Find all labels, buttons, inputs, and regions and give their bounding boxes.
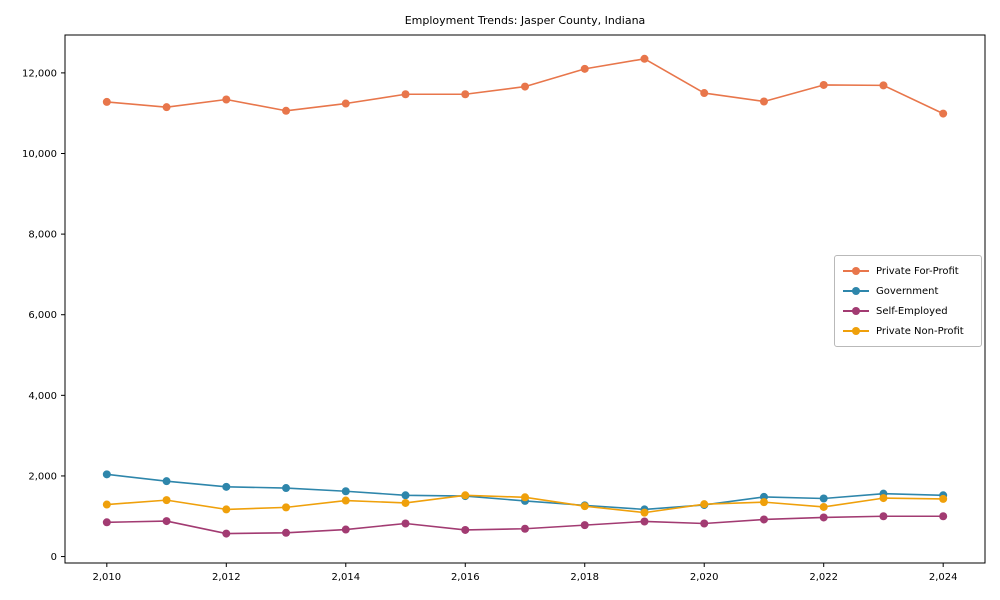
svg-text:2,012: 2,012 — [212, 572, 241, 583]
legend-label: Private For-Profit — [876, 265, 959, 277]
legend-item-private-for-profit: Private For-Profit — [843, 261, 973, 281]
legend-marker-icon — [843, 287, 869, 295]
chart-title: Employment Trends: Jasper County, Indian… — [404, 14, 646, 27]
svg-text:4,000: 4,000 — [28, 391, 57, 402]
svg-text:0: 0 — [51, 552, 57, 563]
legend-dot-icon — [852, 287, 860, 295]
svg-text:2,016: 2,016 — [451, 572, 480, 583]
legend-marker-icon — [843, 327, 869, 335]
legend-label: Government — [876, 285, 939, 297]
series-self-employed — [102, 512, 948, 538]
series-private-non-profit — [102, 491, 948, 517]
legend-dot-icon — [852, 327, 860, 335]
legend-dot-icon — [852, 307, 860, 315]
svg-text:2,014: 2,014 — [331, 572, 360, 583]
legend-label: Self-Employed — [876, 305, 948, 317]
legend-item-government: Government — [843, 281, 973, 301]
svg-text:8,000: 8,000 — [28, 230, 57, 241]
svg-text:2,024: 2,024 — [929, 572, 958, 583]
svg-text:12,000: 12,000 — [22, 68, 57, 79]
legend-marker-icon — [843, 267, 869, 275]
axes-box — [64, 34, 986, 564]
x-axis: 2,010 2,012 2,014 2,016 2,018 2,020 2,022 2,024 — [92, 563, 958, 583]
y-axis: 0 2,000 4,000 6,000 8,000 10,000 12,000 — [22, 68, 65, 563]
svg-text:6,000: 6,000 — [28, 310, 57, 321]
svg-text:2,022: 2,022 — [809, 572, 838, 583]
svg-text:10,000: 10,000 — [22, 149, 57, 160]
legend-item-self-employed: Self-Employed — [843, 301, 973, 321]
svg-text:2,010: 2,010 — [92, 572, 121, 583]
series-private-for-profit — [102, 54, 948, 118]
legend-item-private-non-profit: Private Non-Profit — [843, 321, 973, 341]
svg-text:2,000: 2,000 — [28, 471, 57, 482]
legend-marker-icon — [843, 307, 869, 315]
svg-text:2,020: 2,020 — [690, 572, 719, 583]
legend-label: Private Non-Profit — [876, 325, 964, 337]
legend: Private For-Profit Government Self-Employe… — [834, 255, 982, 347]
legend-dot-icon — [852, 267, 860, 275]
svg-text:2,018: 2,018 — [570, 572, 599, 583]
